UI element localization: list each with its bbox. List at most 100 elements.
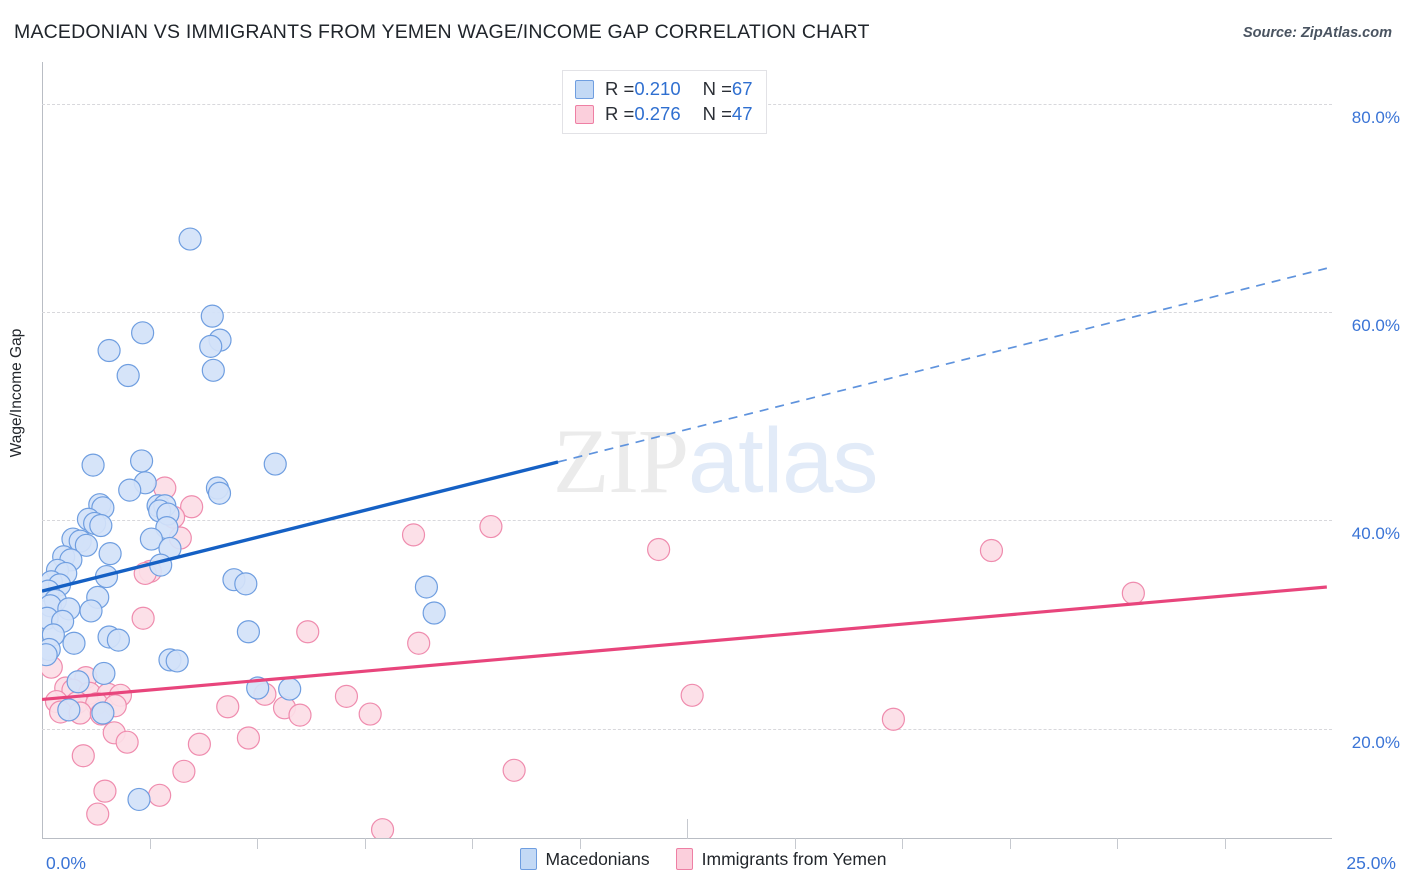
data-point — [187, 732, 211, 756]
y-tick-label-60: 60.0% — [1351, 315, 1400, 335]
x-tick-9 — [1009, 838, 1011, 849]
data-point — [201, 358, 225, 382]
data-point — [422, 601, 446, 625]
legend-item-yemen[interactable]: Immigrants from Yemen — [675, 848, 887, 870]
n-label-pink: N = — [702, 103, 732, 124]
data-point — [180, 495, 204, 519]
gridline-60 — [42, 311, 1332, 313]
series-legend: Macedonians Immigrants from Yemen — [0, 848, 1406, 870]
data-point — [74, 533, 98, 557]
legend-label-macedonians: Macedonians — [545, 848, 650, 869]
trendline-macedonians-extrapolated — [557, 267, 1328, 463]
x-tick-10 — [1117, 838, 1118, 849]
data-point — [97, 338, 121, 363]
data-point — [91, 701, 115, 725]
data-point — [127, 787, 151, 812]
data-point — [234, 572, 258, 596]
x-tick-5 — [579, 838, 581, 849]
data-point — [979, 538, 1004, 563]
data-point — [881, 707, 906, 731]
correlation-legend: R = 0.210 N = 67 R = 0.276 N = 47 — [562, 70, 767, 134]
x-tick-7 — [794, 838, 796, 849]
data-point — [115, 730, 139, 754]
data-point — [502, 758, 526, 782]
data-point — [57, 698, 81, 722]
data-point — [92, 661, 116, 686]
trendline-macedonians — [42, 460, 559, 593]
data-point — [401, 523, 426, 547]
x-tick-4 — [472, 838, 473, 849]
data-point — [288, 703, 312, 727]
data-point — [172, 759, 196, 783]
y-tick-label-80: 80.0% — [1351, 107, 1400, 127]
legend-swatch-blue — [575, 79, 594, 99]
trendline-yemen — [42, 585, 1327, 702]
x-tick-11 — [1224, 838, 1226, 849]
data-point — [236, 620, 260, 644]
data-point — [116, 363, 140, 388]
x-tick-6 — [687, 819, 688, 839]
data-point — [66, 670, 90, 694]
data-point — [178, 227, 202, 251]
data-point — [62, 631, 86, 655]
data-point — [129, 449, 154, 473]
data-point — [79, 599, 103, 623]
source-label: Source: ZipAtlas.com — [1242, 25, 1392, 41]
x-axis-max-label: 25.0% — [1346, 853, 1396, 873]
x-tick-8 — [902, 838, 903, 849]
n-value-pink: 47 — [731, 103, 753, 124]
data-point — [81, 453, 105, 477]
data-point — [200, 304, 224, 328]
legend-row-yemen: R = 0.276 N = 47 — [575, 103, 753, 125]
data-point — [334, 684, 359, 708]
data-point — [139, 527, 163, 551]
r-value-blue: 0.210 — [634, 78, 681, 99]
x-tick-2 — [257, 838, 258, 849]
x-axis-min-label: 0.0% — [46, 853, 86, 873]
legend-item-macedonians[interactable]: Macedonians — [519, 848, 650, 870]
y-axis-title: Wage/Income Gap — [8, 328, 25, 458]
r-label-blue: R = — [605, 78, 635, 99]
x-tick-1 — [149, 838, 151, 849]
data-point — [86, 802, 110, 826]
data-point — [296, 620, 320, 644]
data-point — [1121, 581, 1145, 605]
data-point — [680, 683, 704, 707]
r-label-pink: R = — [605, 103, 635, 124]
legend-label-yemen: Immigrants from Yemen — [701, 848, 887, 869]
data-point — [236, 726, 260, 750]
data-point — [98, 542, 122, 566]
data-point — [407, 631, 431, 655]
data-point — [358, 702, 382, 726]
r-value-pink: 0.276 — [634, 103, 681, 124]
y-tick-label-20: 20.0% — [1351, 732, 1400, 752]
data-point — [647, 537, 671, 562]
data-point — [71, 744, 95, 768]
data-point — [89, 513, 113, 538]
data-point — [278, 677, 302, 701]
data-point — [207, 481, 232, 505]
data-point — [165, 649, 189, 673]
data-point — [106, 628, 130, 652]
legend-swatch-pink — [575, 104, 594, 124]
legend-marker-pink — [675, 848, 693, 870]
data-point — [118, 478, 142, 502]
legend-marker-blue — [519, 848, 537, 870]
x-tick-3 — [364, 838, 366, 849]
data-point — [131, 606, 155, 630]
legend-row-macedonians: R = 0.210 N = 67 — [575, 78, 753, 100]
gridline-40 — [42, 520, 1332, 522]
data-point — [414, 575, 439, 599]
gridline-20 — [42, 728, 1332, 730]
n-value-blue: 67 — [731, 78, 753, 99]
data-point — [131, 321, 155, 345]
chart-title: MACEDONIAN VS IMMIGRANTS FROM YEMEN WAGE… — [14, 21, 870, 43]
n-label-blue: N = — [702, 78, 732, 99]
data-point — [42, 643, 58, 667]
y-tick-label-40: 40.0% — [1351, 524, 1400, 544]
data-point — [263, 452, 287, 476]
data-point — [370, 818, 395, 838]
data-point — [148, 783, 172, 807]
